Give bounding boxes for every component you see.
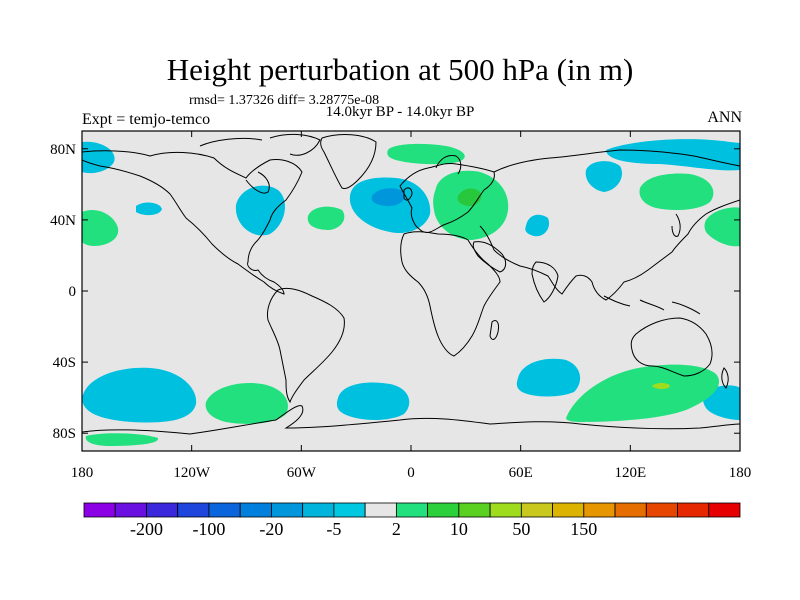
colorbar-label: -200 [130, 519, 163, 539]
colorbar-swatch [177, 502, 210, 518]
coastline-africa [400, 231, 501, 357]
positive-core-europe [457, 188, 482, 206]
positive-core-southern-ocean [652, 383, 670, 389]
coastline-south-america [267, 287, 345, 404]
colorbar-swatch [395, 502, 429, 518]
colorbar-swatch [302, 502, 335, 518]
longitude-axis: 180 120W 60W 0 60E 120E 180 [71, 131, 752, 481]
colorbar-swatch [114, 502, 147, 518]
negative-anomaly-indian-ocean [516, 358, 581, 397]
colorbar-swatch [239, 502, 272, 518]
coastline-arctic-islands [199, 133, 321, 156]
lat-tick-label: 80S [53, 426, 76, 442]
contour-fields [82, 139, 740, 446]
lat-tick-label: 40N [50, 213, 76, 229]
coastline-asia [479, 149, 740, 301]
coastline-australia [630, 317, 713, 377]
colorbar-swatch [583, 502, 616, 518]
positive-anomaly-east-asia [639, 173, 714, 210]
lat-tick-label: 40S [53, 355, 76, 371]
lat-tick-label: 80N [50, 142, 76, 158]
coastline-hudson-bay [245, 171, 270, 194]
negative-anomaly-siberia [585, 161, 623, 192]
coastline-north-america [82, 150, 303, 295]
colorbar-swatch [208, 502, 241, 518]
coastline-japan [671, 213, 681, 237]
negative-anomaly-south-atlantic [336, 382, 410, 420]
colorbar: -200 -100 -20 -5 2 10 50 150 [83, 502, 741, 539]
colorbar-label: 10 [450, 519, 468, 539]
rmsd-diff-stats: rmsd= 1.37326 diff= 3.28775e-08 [189, 93, 380, 108]
negative-core-north-atlantic [371, 188, 405, 207]
lon-tick-label: 120W [173, 465, 211, 481]
season-label: ANN [707, 109, 742, 126]
coastline-europe [399, 163, 495, 233]
colorbar-label: 50 [512, 519, 530, 539]
negative-anomaly-north-america [235, 185, 285, 236]
negative-anomaly-north-pacific-small [136, 202, 162, 216]
positive-anomaly-southern-ocean-australia [566, 364, 720, 422]
positive-anomaly-north-pacific-east [704, 207, 740, 247]
negative-anomaly-central-asia [525, 214, 550, 237]
colorbar-swatch [333, 502, 366, 518]
lon-tick-label: 180 [729, 465, 752, 481]
coastline-new-zealand [721, 367, 729, 389]
colorbar-label: -20 [259, 519, 283, 539]
lon-tick-label: 60E [509, 465, 533, 481]
colorbar-swatch [146, 502, 179, 518]
coastline-india [531, 261, 559, 303]
negative-anomaly-arctic-east [606, 139, 740, 171]
colorbar-swatch [489, 502, 522, 518]
time-period-label: 14.0kyr BP - 14.0kyr BP [0, 104, 800, 121]
coastlines [82, 133, 740, 435]
colorbar-swatch [271, 502, 304, 518]
colorbar-swatch [677, 502, 710, 518]
colorbar-swatch [520, 502, 553, 518]
lon-tick-label: 0 [407, 465, 415, 481]
colorbar-swatch [552, 502, 585, 518]
colorbar-swatch [645, 502, 678, 518]
lon-tick-label: 180 [71, 465, 94, 481]
positive-anomaly-northwest-pacific-coast [82, 209, 119, 246]
positive-anomaly-antarctic-pacific [85, 433, 159, 446]
coastline-britain [403, 187, 413, 201]
colorbar-swatch [614, 502, 647, 518]
colorbar-swatch [83, 502, 116, 518]
positive-anomaly-south-pacific-east [205, 382, 288, 424]
experiment-label: Expt = temjo-temco [82, 111, 211, 128]
colorbar-swatch [427, 502, 460, 518]
coastline-antarctica [82, 405, 740, 435]
colorbar-label: 2 [392, 519, 401, 539]
colorbar-label: -100 [192, 519, 225, 539]
colorbar-swatch [708, 502, 741, 518]
lat-tick-label: 0 [69, 284, 77, 300]
coastline-madagascar [489, 319, 499, 340]
positive-anomaly-north-atlantic-west [307, 206, 345, 230]
colorbar-swatch [364, 502, 397, 518]
positive-anomaly-arctic-atlantic [387, 143, 465, 165]
coastline-greenland [320, 134, 377, 189]
negative-anomaly-arctic-pacific [82, 141, 115, 174]
colorbar-label: 150 [570, 519, 597, 539]
coastline-indonesia [603, 295, 701, 315]
time-period-text: 14.0kyr BP - 14.0kyr BP [325, 104, 475, 120]
lon-tick-label: 60W [287, 465, 317, 481]
colorbar-label: -5 [326, 519, 341, 539]
coastline-arabia [472, 241, 507, 273]
colorbar-swatch [458, 502, 491, 518]
lon-tick-label: 120E [614, 465, 646, 481]
negative-anomaly-south-pacific [82, 367, 197, 423]
map-title: Height perturbation at 500 hPa (in m) [166, 52, 634, 87]
latitude-axis: 80N 40N 0 40S 80S [50, 142, 740, 442]
coastline-scandinavia [435, 155, 462, 175]
